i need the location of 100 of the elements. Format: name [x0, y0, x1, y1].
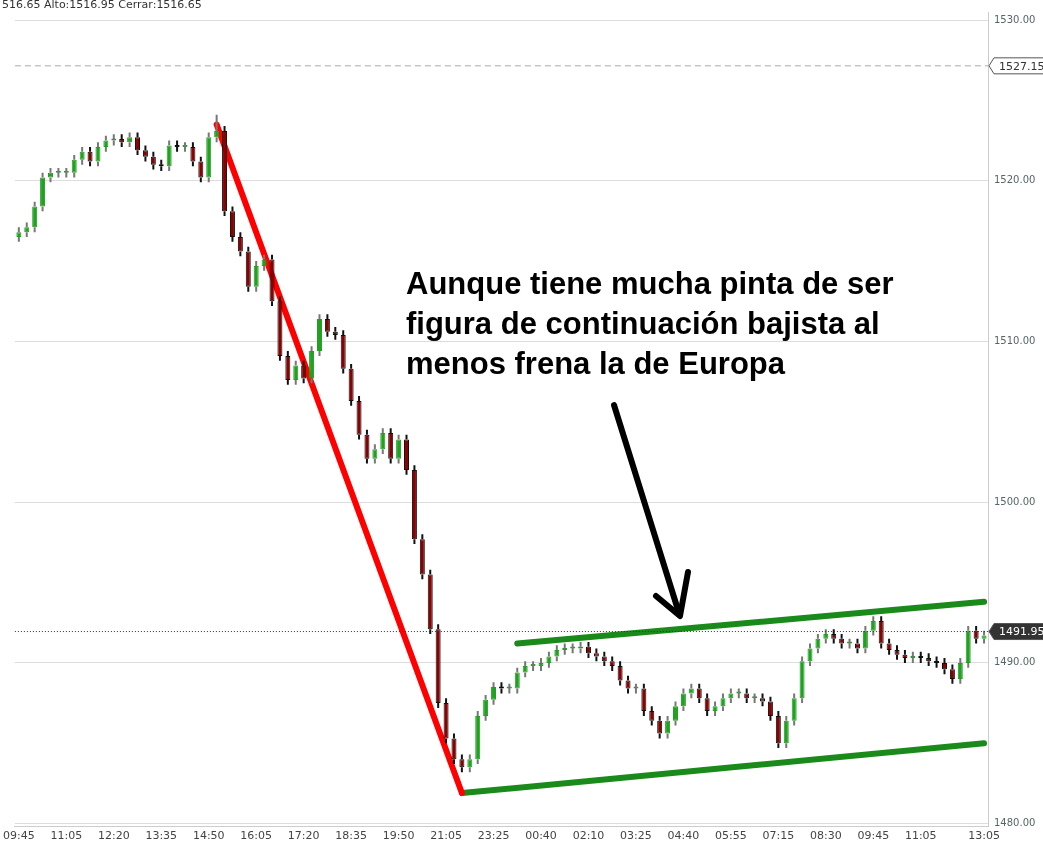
x-tick-label: 12:20: [97, 829, 130, 843]
candlestick: [396, 433, 402, 465]
x-tick-label: 09:45: [3, 829, 35, 843]
candlestick: [79, 146, 85, 166]
candlestick: [87, 146, 93, 168]
candlestick: [641, 682, 647, 717]
annotation: Aunque tiene mucha pinta de ser figura de continuación bajista al menos frena la de Europa: [406, 265, 895, 383]
x-tick-label: 19:50: [382, 829, 415, 843]
candlestick: [522, 660, 528, 679]
candlestick: [293, 359, 299, 386]
y-tick-label: 1510.00: [994, 335, 1036, 347]
candlestick: [71, 154, 77, 179]
x-tick-label: 13:05: [968, 829, 1000, 843]
candlestick: [831, 628, 837, 645]
candlestick: [103, 134, 109, 153]
candlestick: [957, 657, 963, 685]
candlestick: [696, 682, 702, 705]
candlestick: [514, 666, 520, 695]
candlestick: [95, 141, 101, 168]
candlestick: [135, 131, 141, 157]
candlestick: [459, 753, 465, 774]
candlestick: [40, 171, 46, 213]
candlestick: [665, 714, 671, 740]
candlestick: [839, 632, 845, 650]
candlestick: [767, 695, 773, 722]
candlestick: [380, 427, 386, 455]
candlestick: [364, 428, 370, 465]
candlestick: [285, 350, 291, 386]
candlestick: [546, 650, 552, 669]
candlestick: [404, 433, 409, 476]
candlestick: [348, 362, 354, 407]
candlestick: [443, 697, 449, 745]
candlestick: [48, 166, 53, 184]
candlestick: [253, 260, 259, 293]
candlestick: [799, 655, 805, 705]
candlestick: [309, 345, 315, 385]
candlestick: [585, 640, 591, 660]
candlestick: [222, 125, 228, 218]
candlestick: [894, 644, 900, 661]
y-tick-label: 1530.00: [994, 13, 1036, 25]
candlestick: [680, 687, 686, 713]
candlestick: [815, 632, 821, 655]
candlestick: [775, 710, 781, 750]
x-tick-label: 05:55: [715, 829, 747, 843]
x-tick-label: 08:30: [809, 829, 842, 843]
candlestick: [127, 131, 133, 148]
candlestick: [870, 615, 876, 637]
candlestick: [467, 753, 473, 774]
candlestick: [190, 141, 196, 168]
candlestick: [269, 253, 275, 308]
x-tick-label: 09:45: [857, 829, 890, 843]
y-tick-label: 1520.00: [994, 174, 1036, 186]
candlestick: [245, 245, 251, 293]
candlestick: [324, 313, 330, 338]
candlestick: [878, 615, 884, 650]
x-tick-label: 02:10: [572, 829, 605, 843]
candlestick: [617, 660, 623, 687]
x-tick-label: 21:05: [430, 829, 462, 843]
candlestick: [728, 687, 734, 705]
candlestick: [356, 395, 362, 441]
candlestick: [16, 226, 22, 243]
candlestick: [491, 681, 497, 706]
x-tick-label: 23:25: [477, 829, 510, 843]
x-tick-label: 16:05: [240, 829, 273, 843]
candlestick: [372, 443, 378, 465]
candlestick: [973, 624, 979, 645]
candlestick: [475, 710, 481, 766]
candlestick: [649, 705, 655, 727]
candlestick: [783, 714, 789, 750]
candlestick: [791, 692, 797, 727]
x-tick-label: 18:35: [335, 829, 367, 843]
candlestick: [340, 329, 346, 375]
candlestick: [277, 295, 283, 362]
candlestick: [601, 650, 607, 668]
x-tick-label: 17:20: [287, 829, 320, 843]
candlestick: [886, 637, 892, 656]
candlestick: [411, 464, 417, 545]
candlestick: [150, 150, 156, 171]
candlestick: [435, 623, 441, 709]
candlestick: [32, 200, 38, 234]
x-tick-label: 04:40: [667, 829, 700, 843]
candlestick: [24, 221, 30, 238]
candlestick: [229, 205, 235, 243]
candlestick: [965, 624, 971, 669]
x-tick-label: 11:05: [904, 829, 937, 843]
x-tick-label: 00:40: [525, 829, 557, 843]
ref-line-label: 1491.95: [999, 625, 1043, 639]
candlestick: [657, 714, 663, 740]
candlestick: [862, 624, 868, 655]
candlestick: [712, 700, 718, 717]
candlestick: [166, 139, 172, 173]
candlestick: [483, 694, 489, 722]
ref-line-label: 1527.15: [999, 59, 1043, 73]
candlestick: [388, 427, 394, 465]
candlestick: [673, 700, 678, 727]
x-tick-label: 13:35: [145, 829, 178, 843]
y-tick-label: 1490.00: [994, 656, 1036, 668]
text: 516.65 Alto:1516.95 Cerrar:1516.65: [2, 0, 202, 11]
candlestick: [554, 644, 560, 663]
x-tick-label: 07:15: [762, 829, 795, 843]
